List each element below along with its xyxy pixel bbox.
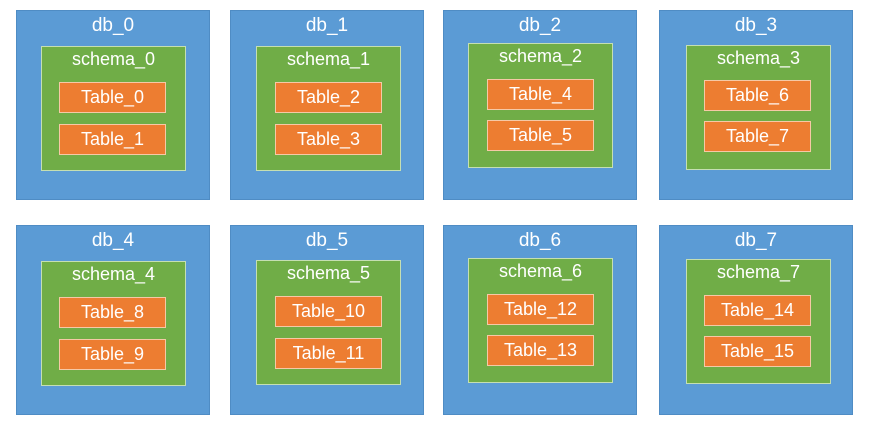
db-box-0: db_0 schema_0 Table_0 Table_1 bbox=[16, 10, 210, 200]
schema-box: schema_0 Table_0 Table_1 bbox=[41, 46, 186, 171]
table-box: Table_4 bbox=[487, 79, 594, 110]
db-box-7: db_7 schema_7 Table_14 Table_15 bbox=[659, 225, 853, 415]
schema-box: schema_1 Table_2 Table_3 bbox=[256, 46, 401, 171]
db-box-3: db_3 schema_3 Table_6 Table_7 bbox=[659, 10, 853, 200]
table-box: Table_5 bbox=[487, 120, 594, 151]
db-label: db_3 bbox=[660, 15, 852, 37]
schema-label: schema_1 bbox=[257, 48, 400, 70]
db-label: db_0 bbox=[17, 15, 209, 37]
schema-label: schema_4 bbox=[42, 263, 185, 285]
table-box: Table_1 bbox=[59, 124, 166, 155]
schema-label: schema_0 bbox=[42, 48, 185, 70]
table-box: Table_12 bbox=[487, 294, 594, 325]
schema-box: schema_4 Table_8 Table_9 bbox=[41, 261, 186, 386]
table-box: Table_3 bbox=[275, 124, 382, 155]
table-box: Table_7 bbox=[704, 121, 811, 152]
table-box: Table_9 bbox=[59, 339, 166, 370]
db-label: db_7 bbox=[660, 230, 852, 252]
db-label: db_6 bbox=[444, 230, 636, 252]
table-box: Table_10 bbox=[275, 296, 382, 327]
db-box-2: db_2 schema_2 Table_4 Table_5 bbox=[443, 10, 637, 200]
table-box: Table_14 bbox=[704, 295, 811, 326]
schema-label: schema_6 bbox=[469, 260, 612, 282]
schema-label: schema_7 bbox=[687, 261, 830, 283]
db-box-1: db_1 schema_1 Table_2 Table_3 bbox=[230, 10, 424, 200]
schema-box: schema_3 Table_6 Table_7 bbox=[686, 45, 831, 170]
schema-label: schema_5 bbox=[257, 262, 400, 284]
db-box-4: db_4 schema_4 Table_8 Table_9 bbox=[16, 225, 210, 415]
db-label: db_4 bbox=[17, 230, 209, 252]
db-label: db_2 bbox=[444, 15, 636, 37]
table-box: Table_2 bbox=[275, 82, 382, 113]
table-box: Table_11 bbox=[275, 338, 382, 369]
schema-box: schema_7 Table_14 Table_15 bbox=[686, 259, 831, 384]
schema-label: schema_2 bbox=[469, 45, 612, 67]
table-box: Table_8 bbox=[59, 297, 166, 328]
table-box: Table_15 bbox=[704, 336, 811, 367]
db-box-5: db_5 schema_5 Table_10 Table_11 bbox=[230, 225, 424, 415]
db-label: db_5 bbox=[231, 230, 423, 252]
db-label: db_1 bbox=[231, 15, 423, 37]
db-box-6: db_6 schema_6 Table_12 Table_13 bbox=[443, 225, 637, 415]
schema-box: schema_5 Table_10 Table_11 bbox=[256, 260, 401, 385]
schema-box: schema_2 Table_4 Table_5 bbox=[468, 43, 613, 168]
schema-label: schema_3 bbox=[687, 47, 830, 69]
table-box: Table_13 bbox=[487, 335, 594, 366]
schema-box: schema_6 Table_12 Table_13 bbox=[468, 258, 613, 383]
table-box: Table_6 bbox=[704, 80, 811, 111]
table-box: Table_0 bbox=[59, 82, 166, 113]
